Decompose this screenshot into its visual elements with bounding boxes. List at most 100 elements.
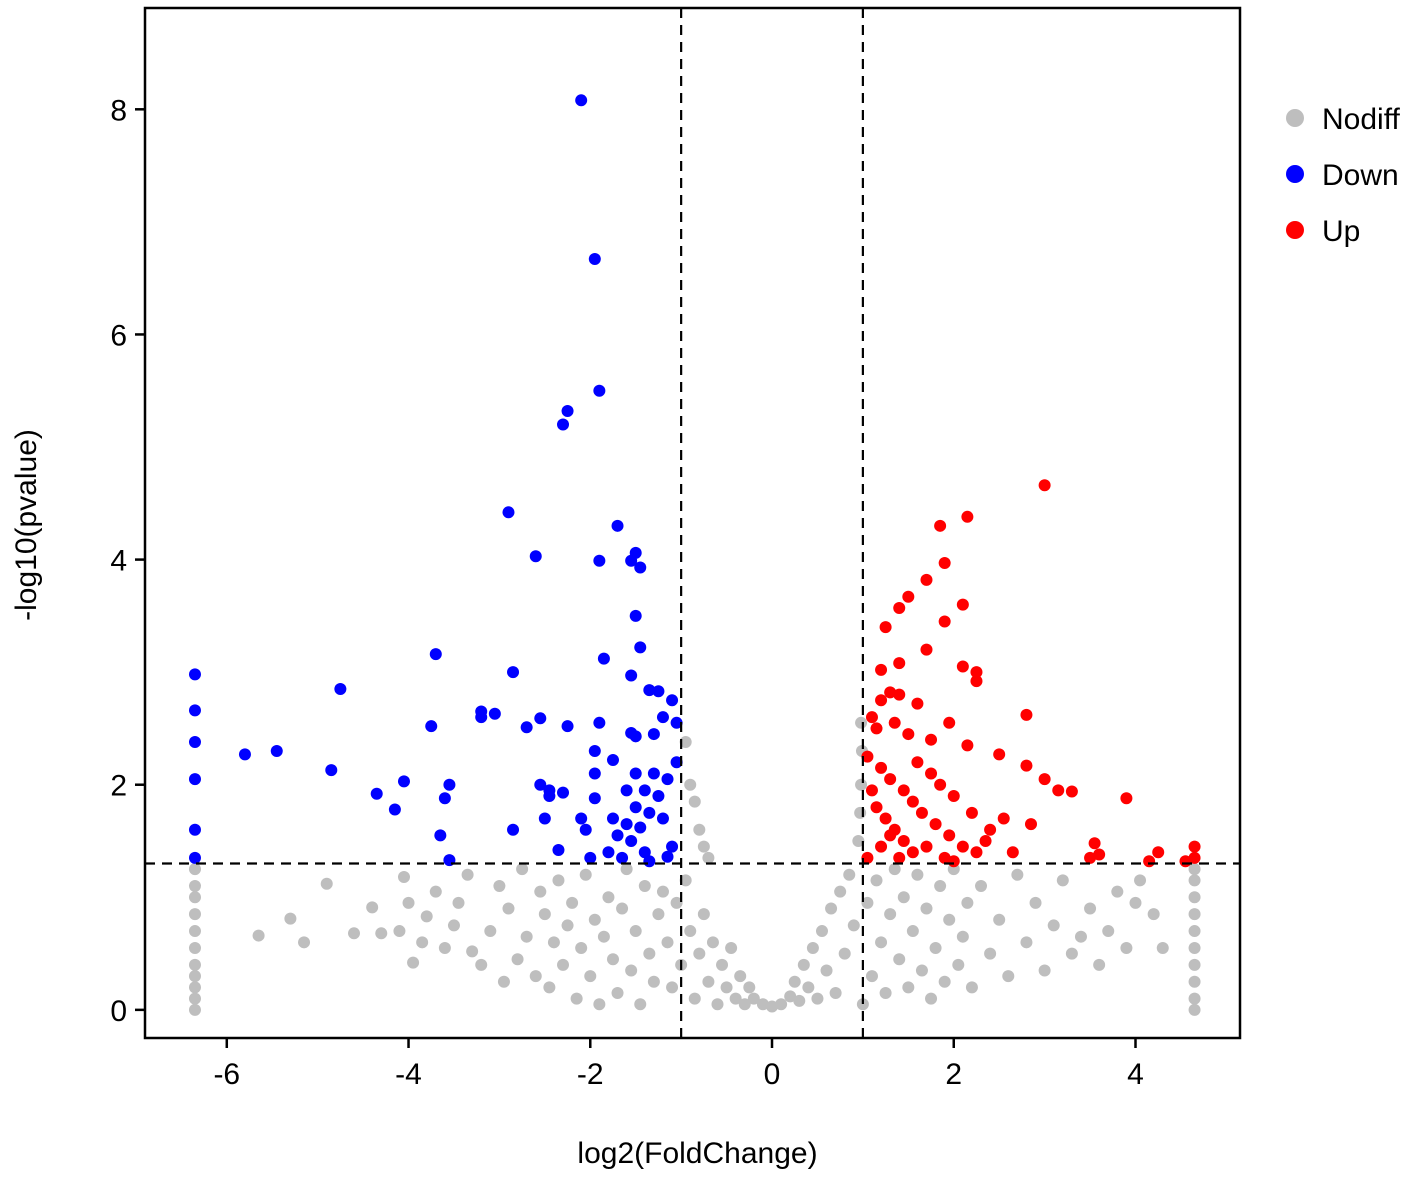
point-nodiff [1011, 868, 1024, 881]
point-down [638, 784, 651, 797]
point-down [666, 840, 679, 853]
point-up [947, 789, 960, 802]
point-nodiff [706, 936, 719, 949]
point-nodiff [838, 947, 851, 960]
point-down [575, 94, 588, 107]
point-up [1024, 818, 1037, 831]
point-down [634, 641, 647, 654]
point-nodiff [747, 992, 760, 1005]
point-up [875, 663, 888, 676]
point-nodiff [661, 936, 674, 949]
point-down [325, 764, 338, 777]
point-nodiff [538, 908, 551, 921]
point-down [670, 756, 683, 769]
y-tick-label: 2 [110, 770, 127, 803]
point-down [620, 784, 633, 797]
point-nodiff [854, 806, 867, 819]
point-nodiff [634, 998, 647, 1011]
point-nodiff [1188, 941, 1201, 954]
point-up [1188, 851, 1201, 864]
point-down [557, 786, 570, 799]
point-nodiff [1047, 919, 1060, 932]
point-down [647, 767, 660, 780]
point-nodiff [493, 880, 506, 893]
point-down [656, 812, 669, 825]
point-nodiff [834, 885, 847, 898]
point-down [270, 744, 283, 757]
point-nodiff [984, 947, 997, 960]
point-nodiff [643, 947, 656, 960]
point-nodiff [547, 936, 560, 949]
x-tick-label: -2 [577, 1058, 604, 1091]
point-nodiff [584, 970, 597, 983]
point-nodiff [348, 927, 361, 940]
point-nodiff [693, 823, 706, 836]
point-nodiff [1020, 936, 1033, 949]
point-nodiff [188, 863, 201, 876]
point-nodiff [656, 885, 669, 898]
point-nodiff [1065, 947, 1078, 960]
point-down [552, 844, 565, 857]
point-down [188, 823, 201, 836]
point-up [970, 666, 983, 679]
point-up [943, 716, 956, 729]
point-up [1179, 855, 1192, 868]
point-nodiff [575, 941, 588, 954]
point-up [911, 756, 924, 769]
point-down [606, 812, 619, 825]
x-tick-label: 4 [1127, 1058, 1144, 1091]
point-nodiff [688, 992, 701, 1005]
point-nodiff [429, 885, 442, 898]
point-nodiff [861, 896, 874, 909]
point-nodiff [847, 919, 860, 932]
point-nodiff [366, 901, 379, 914]
point-up [1188, 840, 1201, 853]
point-nodiff [1188, 908, 1201, 921]
point-down [593, 384, 606, 397]
point-up [956, 840, 969, 853]
point-nodiff [1188, 975, 1201, 988]
point-nodiff [815, 925, 828, 938]
point-up [979, 835, 992, 848]
point-nodiff [188, 981, 201, 994]
point-up [920, 840, 933, 853]
point-nodiff [925, 992, 938, 1005]
point-down [188, 735, 201, 748]
point-up [947, 855, 960, 868]
point-up [961, 739, 974, 752]
point-up [1120, 792, 1133, 805]
point-down [188, 773, 201, 786]
point-up [870, 722, 883, 735]
point-nodiff [775, 998, 788, 1011]
point-nodiff [875, 936, 888, 949]
point-nodiff [855, 716, 868, 729]
point-nodiff [679, 735, 692, 748]
point-nodiff [756, 998, 769, 1011]
point-up [997, 812, 1010, 825]
point-down [629, 609, 642, 622]
point-down [638, 846, 651, 859]
point-down [520, 721, 533, 734]
point-nodiff [188, 925, 201, 938]
point-nodiff [820, 964, 833, 977]
y-axis-ticks: 0 2 4 6 8 [110, 94, 145, 1028]
point-nodiff [920, 902, 933, 915]
point-down [652, 685, 665, 698]
point-nodiff [1188, 863, 1201, 876]
point-nodiff [1029, 896, 1042, 909]
point-up [920, 573, 933, 586]
point-nodiff [702, 851, 715, 864]
point-up [934, 778, 947, 791]
point-nodiff [320, 877, 333, 890]
point-nodiff [566, 896, 579, 909]
point-down [620, 818, 633, 831]
point-down [647, 728, 660, 741]
point-nodiff [879, 986, 892, 999]
point-nodiff [825, 902, 838, 915]
legend-label-up: Up [1322, 215, 1360, 248]
point-down [488, 707, 501, 720]
point-nodiff [393, 925, 406, 938]
point-down [507, 666, 520, 679]
y-tick-label: 4 [110, 545, 127, 578]
point-up [884, 829, 897, 842]
